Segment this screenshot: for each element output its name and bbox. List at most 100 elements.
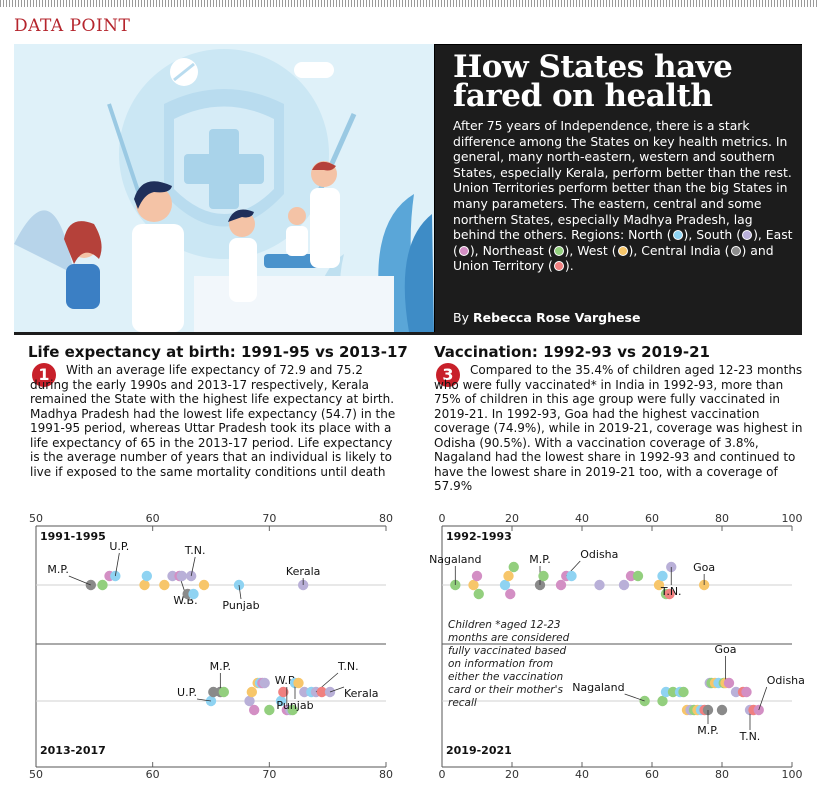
panel3-title: Vaccination: 1992-93 vs 2019-21 [434, 343, 710, 361]
data-point [678, 686, 689, 698]
data-point [198, 579, 210, 591]
intro-text: After 75 years of Independence, there is… [453, 118, 792, 243]
header-body: After 75 years of Independence, there is… [453, 118, 793, 274]
point-label: Punjab [276, 699, 313, 712]
bottom-tick-label: 100 [782, 768, 803, 781]
point-label: M.P. [697, 724, 718, 737]
legend-ut: Union Territory (). [453, 258, 574, 274]
data-point [508, 561, 519, 573]
bottom-tick-label: 20 [505, 768, 519, 781]
top-tick-label: 80 [379, 512, 393, 525]
data-point [141, 570, 153, 582]
bottom-tick-label: 50 [29, 768, 43, 781]
top-tick-label: 0 [439, 512, 446, 525]
point-label: M.P. [210, 660, 231, 673]
ut-dot [553, 261, 564, 272]
row-label-bottom: 2019-2021 [446, 744, 512, 757]
north-dot [672, 230, 683, 241]
label-leader-line [114, 552, 120, 577]
panel3-text: Compared to the 35.4% of children aged 1… [434, 363, 803, 493]
bottom-tick-label: 40 [575, 768, 589, 781]
bottom-tick-label: 80 [715, 768, 729, 781]
top-tick-label: 70 [262, 512, 276, 525]
label-leader-line [68, 575, 91, 586]
legend-northeast: Northeast (), [482, 242, 574, 258]
label-leader-line [238, 584, 242, 600]
point-label: Odisha [767, 674, 805, 687]
data-point [244, 695, 255, 707]
data-point [555, 579, 567, 591]
top-tick-label: 50 [29, 512, 43, 525]
bottom-tick-label: 60 [146, 768, 160, 781]
data-point [538, 570, 549, 582]
point-label: M.P. [529, 553, 550, 566]
data-point [473, 588, 484, 600]
data-point [753, 704, 764, 716]
legend-central: Central India () and [641, 242, 774, 258]
point-label: U.P. [177, 686, 197, 699]
panel1-number-badge: 1 [32, 363, 56, 387]
data-point [218, 686, 230, 698]
data-point [275, 695, 287, 707]
point-label: Odisha [580, 548, 618, 561]
top-stripe [0, 0, 818, 7]
data-point [85, 579, 97, 591]
data-point [188, 588, 199, 600]
header-box: How States have fared on health After 75… [434, 44, 802, 332]
point-label: T.N. [739, 730, 761, 743]
headline: How States have fared on health [453, 49, 733, 114]
south-dot [742, 230, 753, 241]
point-label: T.N. [184, 544, 206, 557]
point-label: Kerala [286, 565, 321, 578]
east-dot [458, 245, 469, 256]
data-point [618, 579, 630, 591]
label-leader-line [624, 693, 645, 702]
data-point [159, 579, 170, 591]
data-point [653, 579, 665, 591]
panel1-title: Life expectancy at birth: 1991-95 vs 201… [28, 343, 408, 361]
point-label: Goa [715, 643, 737, 656]
data-point [176, 570, 188, 582]
data-point [499, 579, 511, 591]
point-label: Goa [693, 561, 715, 574]
data-point [566, 570, 577, 582]
northeast-dot [553, 245, 564, 256]
row-label-top: 1991-1995 [40, 530, 106, 543]
life-expectancy-chart: 50 50 60 60 70 70 80 80 1991-1995 2013-2017 M.P. U.… [29, 512, 393, 781]
data-point [503, 570, 514, 582]
point-label: T.N. [660, 585, 682, 598]
bottom-tick-label: 0 [439, 768, 446, 781]
row-label-top: 1992-1993 [446, 530, 512, 543]
data-point [716, 704, 728, 716]
data-point [264, 704, 275, 716]
data-point [639, 695, 650, 707]
author-name: Rebecca Rose Varghese [472, 310, 641, 325]
data-point [278, 686, 289, 698]
section-divider [14, 332, 802, 335]
health-illustration [14, 44, 434, 332]
data-point [657, 570, 668, 582]
point-label: U.P. [109, 540, 129, 553]
data-point [259, 677, 270, 689]
label-leader-line [329, 686, 345, 693]
vaccination-footnote: Children *aged 12-23 months are considere… [448, 619, 570, 709]
data-point [316, 686, 328, 698]
top-tick-label: 20 [505, 512, 519, 525]
row-label-bottom: 2013-2017 [40, 744, 106, 757]
point-label: M.P. [47, 563, 68, 576]
point-label: Kerala [344, 687, 379, 700]
bottom-tick-label: 70 [262, 768, 276, 781]
bottom-tick-label: 80 [379, 768, 393, 781]
data-point [139, 579, 150, 591]
data-point [287, 704, 298, 716]
top-tick-label: 100 [782, 512, 803, 525]
legend-south: South (), [696, 227, 762, 243]
top-tick-label: 60 [645, 512, 659, 525]
label-leader-line [758, 686, 768, 711]
data-point [632, 570, 644, 582]
data-point [468, 579, 479, 591]
top-tick-label: 40 [575, 512, 589, 525]
panel3-number-badge: 3 [436, 363, 460, 387]
top-tick-label: 60 [146, 512, 160, 525]
top-tick-label: 80 [715, 512, 729, 525]
